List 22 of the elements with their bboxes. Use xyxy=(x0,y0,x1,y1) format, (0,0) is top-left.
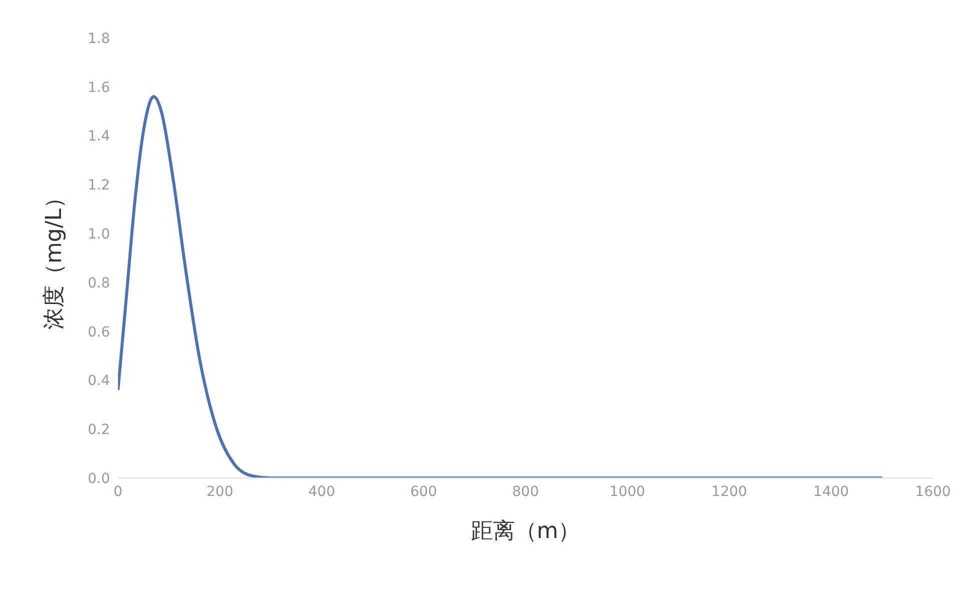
line-series xyxy=(118,95,884,478)
x-tick-label: 600 xyxy=(410,484,437,500)
x-tick-label: 0 xyxy=(114,484,122,500)
x-tick-label: 800 xyxy=(512,484,539,500)
y-tick-label: 0.6 xyxy=(88,324,110,340)
y-axis-title: 浓度（mg/L） xyxy=(42,186,67,330)
y-tick-label: 1.2 xyxy=(88,178,110,194)
y-tick-label: 1.8 xyxy=(88,30,110,47)
x-tick-label: 400 xyxy=(308,484,336,500)
y-tick-label: 0.8 xyxy=(88,275,110,292)
x-tick-label: 200 xyxy=(206,484,234,500)
y-tick-label: 0.2 xyxy=(88,422,110,438)
x-tick-label: 1000 xyxy=(610,484,646,500)
x-tick-label: 1200 xyxy=(711,484,748,500)
y-tick-label: 1.0 xyxy=(88,226,110,243)
y-tick-label: 1.6 xyxy=(88,80,110,96)
x-tick-label: 1600 xyxy=(915,484,951,500)
y-tick-label: 1.4 xyxy=(88,128,110,145)
y-tick-label: 0.4 xyxy=(88,373,110,390)
x-axis-title: 距离（m） xyxy=(470,519,580,544)
y-tick-label: 0.0 xyxy=(88,470,110,487)
x-tick-label: 1400 xyxy=(813,484,849,500)
